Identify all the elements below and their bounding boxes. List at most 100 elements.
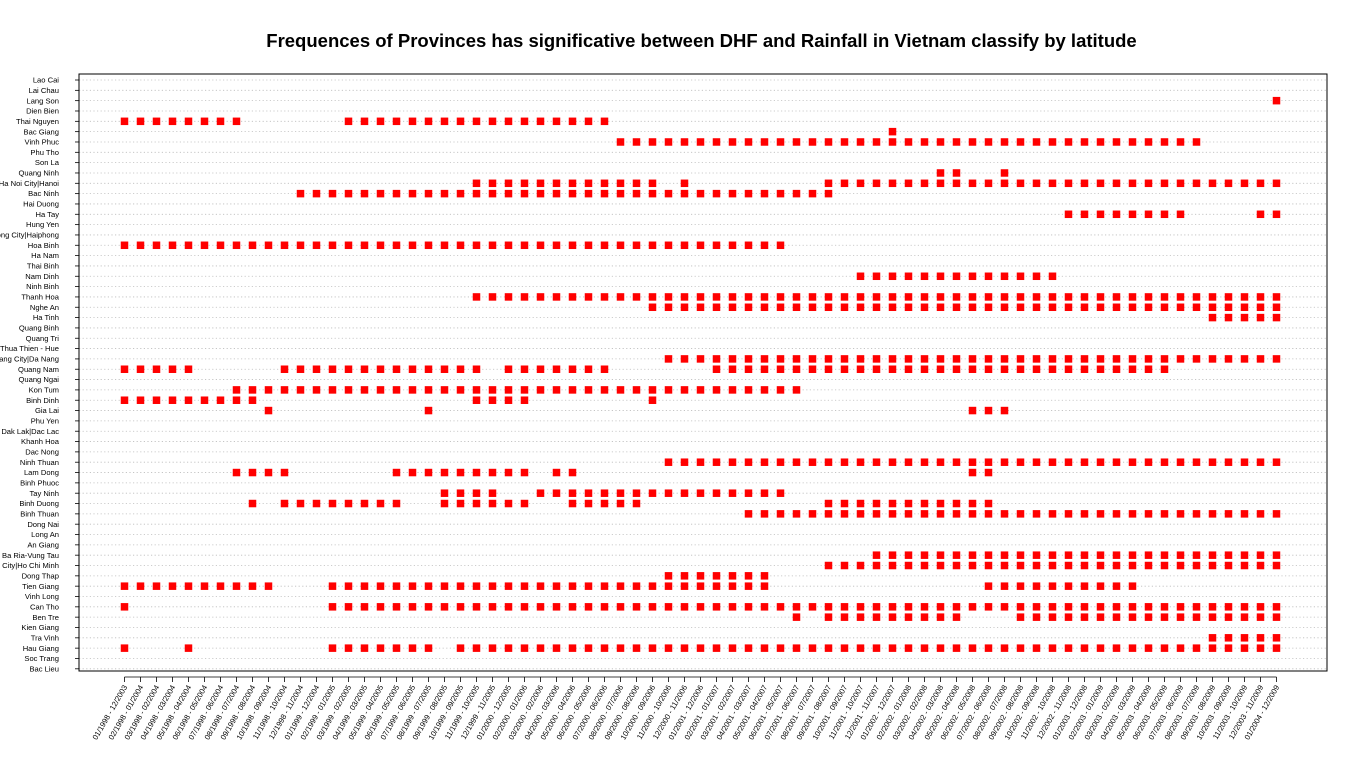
point-ben-tre-49 (904, 613, 913, 621)
point-ha-noi-city-hanoi-22 (472, 179, 481, 188)
point-ho-chi-minh-city-ho-chi-minh-48 (888, 561, 897, 570)
point-vinh-phuc-42 (792, 138, 801, 146)
point-quang-nam-19 (424, 365, 433, 373)
point-hoa-binh-0 (120, 241, 129, 250)
point-binh-duong-23 (488, 499, 497, 508)
y-tick-label-ninh-thuan: Ninh Thuan (20, 458, 59, 467)
point-ba-ria-vung-tau-67 (1192, 551, 1201, 559)
point-kon-tum-41 (776, 386, 785, 394)
point-quang-nam-13 (328, 365, 337, 373)
point-binh-thuan-60 (1080, 510, 1089, 518)
point-binh-duong-31 (616, 499, 625, 508)
point-hau-giang-44 (824, 644, 833, 652)
point-tien-giang-20 (440, 582, 449, 590)
point-bac-ninh-22 (472, 189, 481, 198)
point-can-tho-56 (1016, 603, 1025, 611)
point-hoa-binh-37 (712, 241, 721, 250)
point-tay-ninh-39 (744, 489, 753, 497)
point-binh-dinh-24 (504, 396, 513, 404)
point-dong-thap-34 (664, 572, 673, 580)
point-can-tho-55 (1000, 603, 1009, 611)
point-bac-ninh-26 (536, 189, 545, 198)
y-tick-label-son-la: Son La (35, 158, 60, 167)
point-hau-giang-56 (1016, 644, 1025, 652)
point-ha-tay-61 (1096, 210, 1105, 219)
point-vinh-phuc-60 (1080, 138, 1089, 146)
point-nghe-an-66 (1176, 303, 1185, 312)
point-tien-giang-5 (200, 582, 209, 590)
point-hau-giang-50 (920, 644, 929, 652)
point-bac-ninh-44 (824, 189, 833, 198)
point-thanh-hoa-58 (1048, 293, 1057, 301)
point-kon-tum-25 (520, 386, 529, 394)
point-nghe-an-36 (696, 303, 705, 312)
point-hau-giang-35 (680, 644, 689, 652)
point-thanh-hoa-72 (1272, 293, 1281, 301)
point-can-tho-52 (952, 603, 961, 611)
point-ba-ria-vung-tau-68 (1208, 551, 1217, 559)
point-ninh-thuan-38 (728, 458, 737, 466)
point-tien-giang-0 (120, 582, 129, 590)
point-can-tho-69 (1224, 603, 1233, 611)
point-binh-thuan-72 (1272, 510, 1281, 518)
point-ho-chi-minh-city-ho-chi-minh-49 (904, 561, 913, 570)
point-quang-nam-30 (600, 365, 609, 373)
point-vinh-phuc-48 (888, 138, 897, 146)
point-thanh-hoa-42 (792, 293, 801, 301)
point-binh-thuan-51 (936, 510, 945, 518)
point-ha-noi-city-hanoi-44 (824, 179, 833, 188)
point-can-tho-29 (584, 603, 593, 611)
y-tick-label-bac-lieu: Bac Lieu (29, 664, 59, 673)
point-quang-nam-49 (904, 365, 913, 373)
point-ben-tre-47 (872, 613, 881, 621)
point-ho-chi-minh-city-ho-chi-minh-64 (1144, 561, 1153, 570)
y-tick-label-lam-dong: Lam Dong (24, 468, 59, 477)
point-bac-ninh-42 (792, 189, 801, 198)
point-hau-giang-27 (552, 644, 561, 652)
point-thai-nguyen-0 (120, 117, 129, 126)
point-bac-ninh-33 (648, 189, 657, 198)
point-tien-giang-2 (152, 582, 161, 590)
point-quang-nam-43 (808, 365, 817, 373)
point-vinh-phuc-39 (744, 138, 753, 146)
y-tick-label-kien-giang: Kien Giang (21, 623, 59, 632)
point-da-nang-city-da-nang-36 (696, 355, 705, 363)
point-binh-duong-47 (872, 499, 881, 508)
point-hoa-binh-32 (632, 241, 641, 250)
point-vinh-phuc-54 (984, 138, 993, 146)
point-quang-nam-60 (1080, 365, 1089, 373)
data-points (120, 96, 1281, 652)
point-quang-nam-59 (1064, 365, 1073, 373)
point-quang-nam-16 (376, 365, 385, 373)
point-tien-giang-34 (664, 582, 673, 590)
point-bac-ninh-35 (680, 189, 689, 198)
y-tick-label-binh-phuoc: Binh Phuoc (20, 478, 59, 487)
point-kon-tum-10 (280, 386, 289, 394)
point-can-tho-20 (440, 603, 449, 611)
point-kon-tum-37 (712, 386, 721, 394)
point-ba-ria-vung-tau-60 (1080, 551, 1089, 559)
point-nghe-an-52 (952, 303, 961, 312)
point-can-tho-23 (488, 603, 497, 611)
point-thai-nguyen-1 (136, 117, 145, 126)
point-binh-duong-54 (984, 499, 993, 508)
point-kon-tum-35 (680, 386, 689, 394)
point-nghe-an-68 (1208, 303, 1217, 312)
point-ha-noi-city-hanoi-61 (1096, 179, 1105, 188)
point-ha-noi-city-hanoi-33 (648, 179, 657, 188)
point-ninh-thuan-71 (1256, 458, 1265, 466)
point-nghe-an-64 (1144, 303, 1153, 312)
point-nam-dinh-47 (872, 272, 881, 281)
point-ha-noi-city-hanoi-60 (1080, 179, 1089, 188)
point-hoa-binh-7 (232, 241, 241, 250)
point-ninh-thuan-39 (744, 458, 753, 466)
point-ninh-thuan-44 (824, 458, 833, 466)
point-ha-noi-city-hanoi-72 (1272, 179, 1281, 188)
point-ben-tre-67 (1192, 613, 1201, 621)
point-ha-noi-city-hanoi-64 (1144, 179, 1153, 188)
point-hau-giang-0 (120, 644, 129, 652)
point-lam-dong-54 (984, 468, 993, 477)
point-hau-giang-69 (1224, 644, 1233, 652)
point-bac-ninh-37 (712, 189, 721, 198)
point-vinh-phuc-59 (1064, 138, 1073, 146)
